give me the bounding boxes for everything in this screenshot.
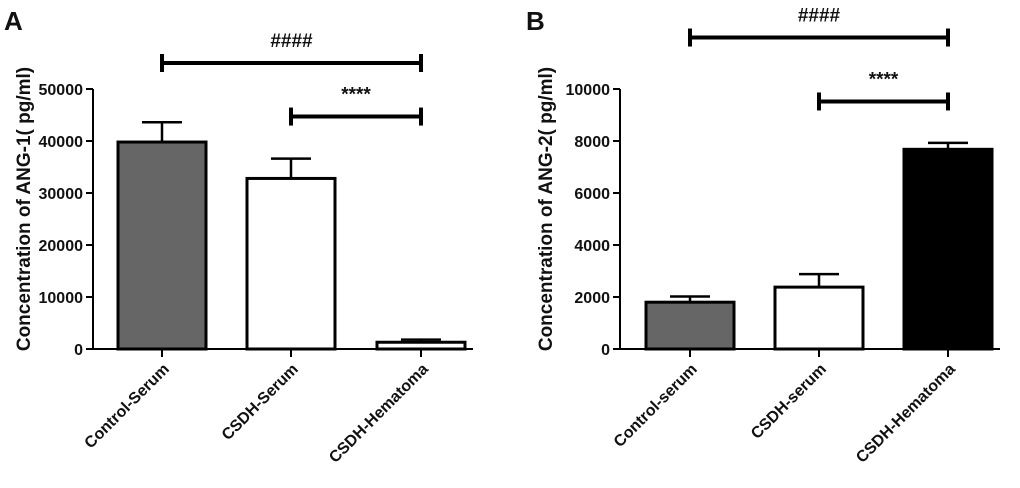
bar [116,140,208,351]
y-tick-label: 10000 [566,82,611,99]
y-tick-label: 8000 [574,134,610,151]
y-tick-label: 0 [74,342,83,359]
bar [245,176,337,351]
y-axis-title: Concentration of ANG-1( pg/ml) [14,67,35,351]
significance-label: #### [798,6,841,27]
y-tick-label: 10000 [39,290,84,307]
bar [644,300,736,351]
significance-label: #### [270,31,313,52]
y-axis-title: Concentration of ANG-2( pg/ml) [536,67,557,351]
y-tick-label: 20000 [39,238,84,255]
y-tick-label: 4000 [574,238,610,255]
panel-label: B [526,6,545,36]
y-tick-label: 2000 [574,290,610,307]
x-tick-label: CSDH-Hematoma [326,361,432,467]
bar [902,147,994,351]
x-tick-label: Control-serum [611,361,701,451]
bar [773,285,865,351]
y-tick-label: 40000 [39,134,84,151]
x-tick-label: CSDH-Serum [219,361,302,444]
significance-label: **** [341,85,371,106]
y-tick-label: 0 [601,342,610,359]
x-tick-label: CSDH-serum [748,361,830,443]
panel-label: A [4,6,23,36]
x-tick-label: CSDH-Hematoma [853,361,959,467]
y-tick-label: 6000 [574,186,610,203]
x-tick-label: Control-Serum [82,361,173,452]
panel-a: A 0 10000 20000 30000 40000 50000Concentration… [4,6,473,466]
y-tick-label: 30000 [39,186,84,203]
panel-b: B 0 2000 4000 6000 8000 10000 Concentration of … [526,6,1000,467]
significance-label: **** [869,69,899,90]
bar [375,340,467,351]
y-tick-label: 50000 [39,82,84,99]
